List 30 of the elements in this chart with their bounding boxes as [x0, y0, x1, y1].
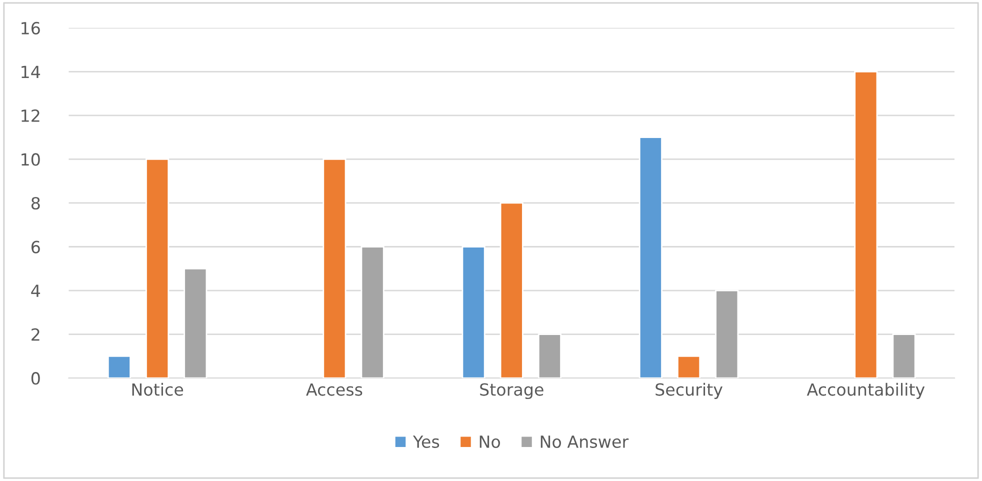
- bar: [715, 290, 739, 378]
- y-tick-label: 0: [31, 372, 40, 385]
- bar: [892, 334, 916, 378]
- x-tick-label: Access: [306, 383, 362, 396]
- x-tick-label: Storage: [480, 383, 544, 400]
- bar: [107, 355, 131, 378]
- bar: [184, 268, 208, 378]
- y-tick-label: 16: [22, 22, 40, 34]
- y-tick-label: 12: [22, 109, 40, 122]
- legend-label: Yes: [412, 436, 440, 448]
- bar: [500, 202, 524, 378]
- y-tick-label: 2: [32, 328, 40, 341]
- y-tick-label: 14: [22, 66, 40, 78]
- y-tick-label: 6: [32, 240, 40, 254]
- x-tick-label: Security: [656, 382, 722, 400]
- bar: [638, 136, 662, 378]
- bar: [360, 246, 384, 378]
- x-tick-label: Accountability: [806, 382, 925, 400]
- bar: [538, 334, 562, 378]
- bar: [677, 355, 701, 378]
- bar: [146, 158, 170, 378]
- y-tick-label: 10: [22, 153, 40, 166]
- bar: [462, 246, 486, 378]
- bar: [854, 70, 878, 378]
- bar: [322, 158, 346, 378]
- y-tick-label: 4: [31, 284, 40, 297]
- legend-label: No: [480, 436, 500, 448]
- y-tick-label: 8: [31, 196, 40, 210]
- x-tick-label: Notice: [132, 382, 184, 396]
- legend-label: No Answer: [540, 436, 629, 448]
